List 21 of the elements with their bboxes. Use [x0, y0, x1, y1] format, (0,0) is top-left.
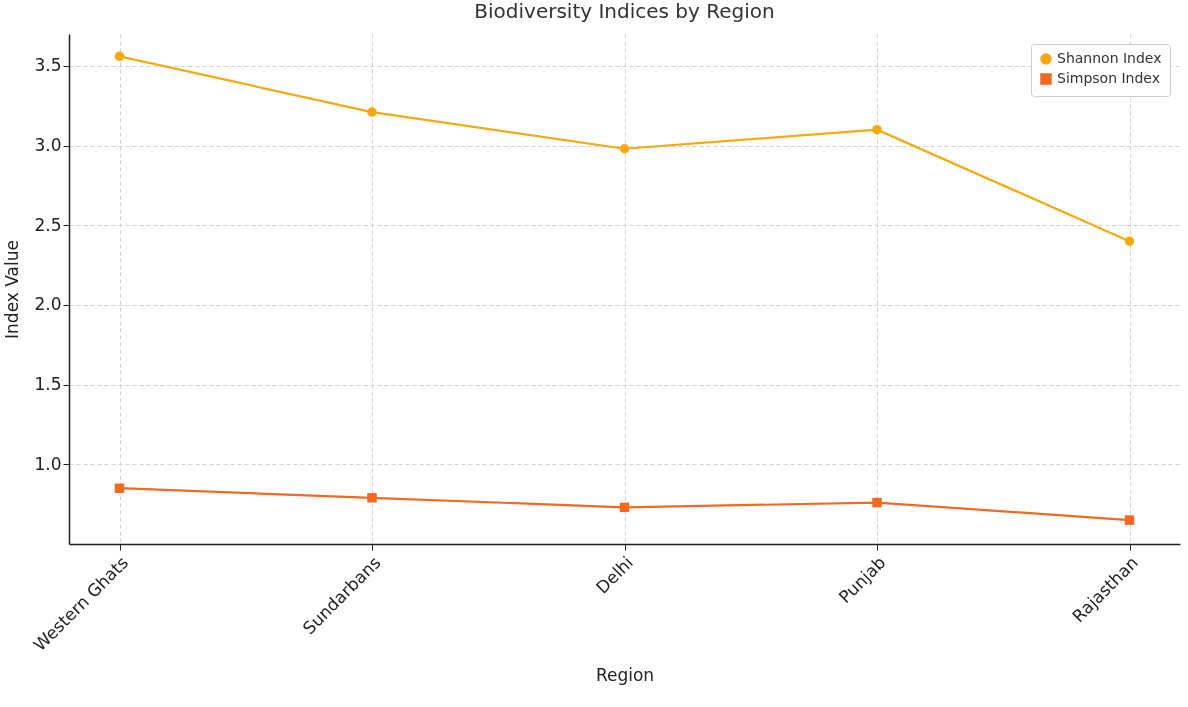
y-tick-label: 1.0	[34, 453, 62, 474]
legend-label: Shannon Index	[1057, 50, 1162, 66]
point	[872, 124, 882, 135]
y-tick-label: 3.0	[34, 135, 62, 156]
point	[872, 497, 882, 508]
y-tick-label: 1.5	[34, 374, 62, 395]
point	[367, 107, 377, 117]
y-axis-title: Index Value	[2, 240, 23, 339]
legend-label: Simpson Index	[1057, 70, 1161, 86]
y-tick-label: 2.5	[34, 214, 62, 235]
point	[1124, 236, 1135, 246]
point	[367, 493, 377, 503]
y-tick-label: 3.5	[34, 55, 62, 76]
point	[619, 502, 630, 513]
chart-title: Biodiversity Indices by Region	[474, 0, 775, 23]
point	[619, 144, 630, 154]
point	[1124, 515, 1135, 525]
y-tick-label: 2.0	[34, 294, 62, 315]
point	[114, 483, 125, 493]
x-axis-title: Region	[595, 665, 655, 686]
point	[114, 51, 125, 62]
